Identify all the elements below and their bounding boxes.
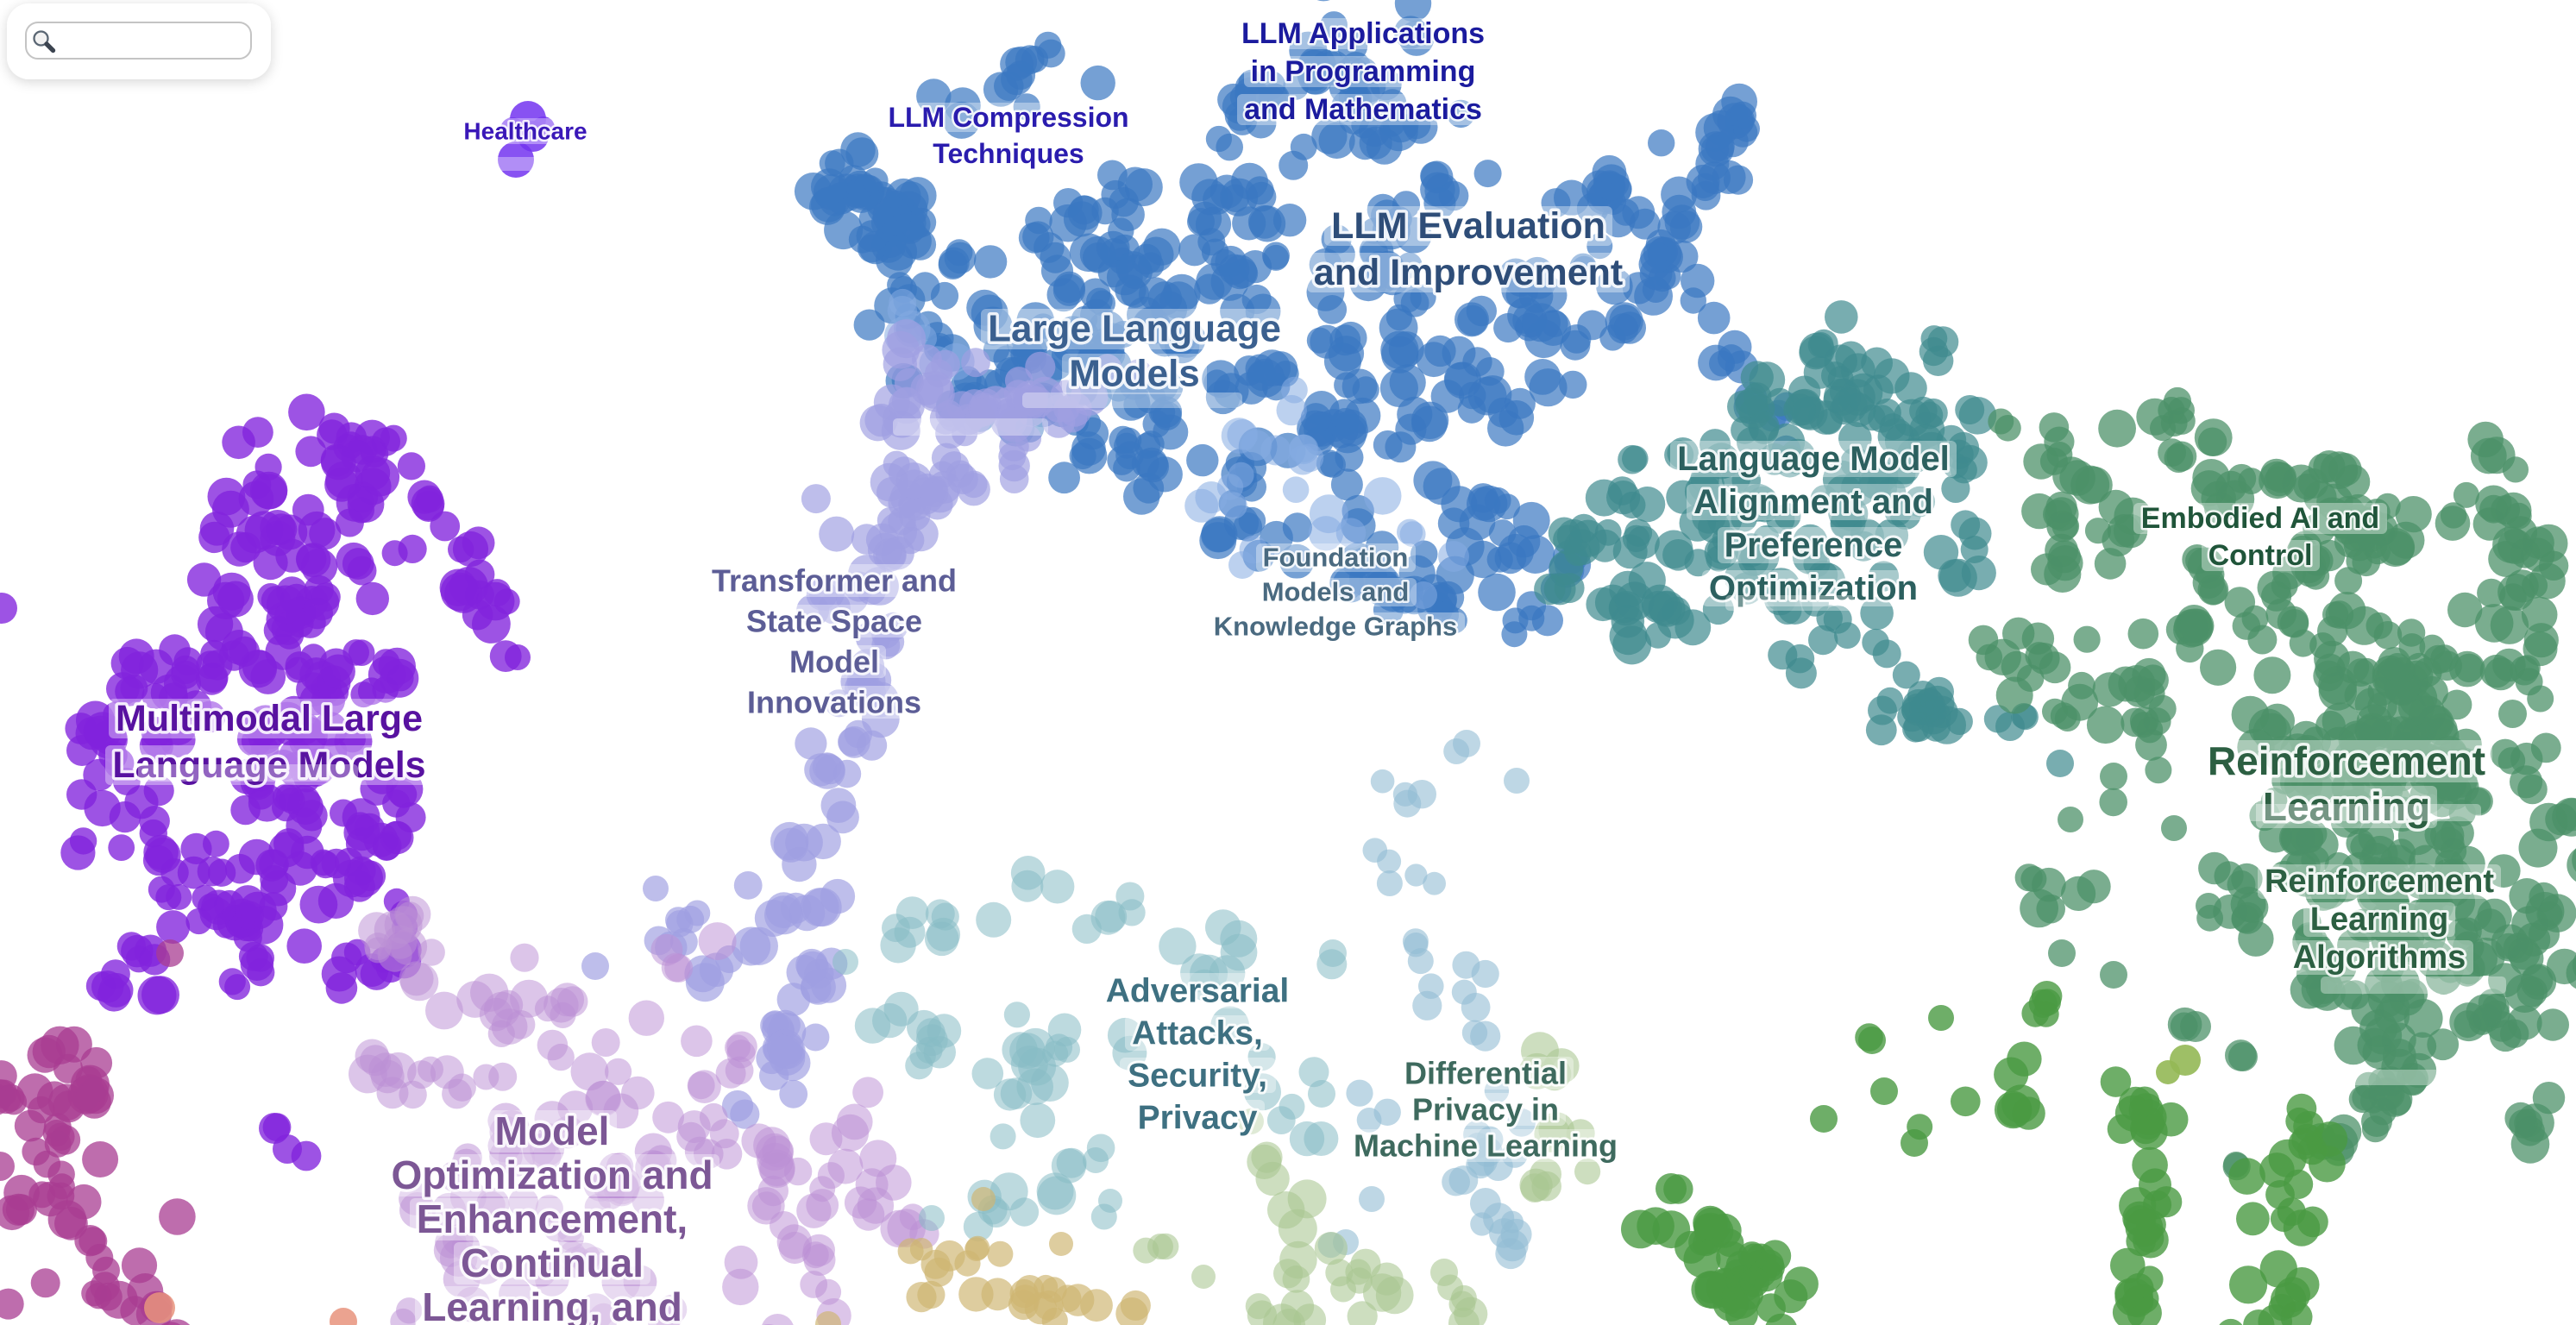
svg-text:Models and: Models and — [1262, 577, 1410, 607]
svg-text:Differential: Differential — [1404, 1056, 1567, 1091]
svg-text:Multimodal Large: Multimodal Large — [116, 698, 423, 739]
svg-text:Enhancement,: Enhancement, — [417, 1196, 688, 1241]
svg-text:LLM Applications: LLM Applications — [1241, 17, 1485, 50]
svg-text:Transformer and: Transformer and — [712, 563, 957, 599]
svg-text:Language Models: Language Models — [112, 744, 425, 786]
svg-text:Language Model: Language Model — [1677, 440, 1950, 478]
svg-text:Privacy: Privacy — [1138, 1100, 1258, 1137]
svg-text:Machine Learning: Machine Learning — [1354, 1128, 1618, 1164]
svg-text:LLM Applications: LLM Applications — [1241, 17, 1485, 50]
svg-text:Differential: Differential — [1404, 1056, 1567, 1091]
svg-text:Large Language: Large Language — [988, 308, 1281, 350]
svg-text:Reinforcement: Reinforcement — [2208, 738, 2485, 783]
svg-text:Knowledge Graphs: Knowledge Graphs — [1214, 612, 1457, 642]
svg-text:Language Models: Language Models — [112, 744, 425, 786]
svg-text:Continual: Continual — [461, 1240, 644, 1285]
svg-text:Alignment and: Alignment and — [1693, 483, 1933, 521]
svg-text:and Improvement: and Improvement — [1314, 252, 1623, 293]
svg-text:Reinforcement: Reinforcement — [2208, 738, 2485, 783]
svg-text:Optimization: Optimization — [1709, 569, 1918, 607]
svg-text:State Space: State Space — [746, 604, 922, 639]
svg-text:Machine Learning: Machine Learning — [1354, 1128, 1618, 1164]
svg-text:Model: Model — [789, 644, 879, 680]
svg-text:and Improvement: and Improvement — [1314, 252, 1623, 293]
svg-text:Models: Models — [1069, 353, 1200, 395]
svg-text:Healthcare: Healthcare — [463, 118, 587, 145]
svg-text:Adversarial: Adversarial — [1106, 973, 1289, 1010]
svg-text:Language Model: Language Model — [1677, 440, 1950, 478]
svg-text:Foundation: Foundation — [1263, 543, 1409, 573]
svg-text:Enhancement,: Enhancement, — [417, 1196, 688, 1241]
svg-text:Privacy in: Privacy in — [1412, 1092, 1559, 1127]
svg-text:Learning: Learning — [2310, 901, 2448, 938]
svg-text:Adversarial: Adversarial — [1106, 973, 1289, 1010]
svg-text:Innovations: Innovations — [747, 685, 921, 720]
svg-text:Techniques: Techniques — [933, 138, 1084, 169]
svg-text:Alignment and: Alignment and — [1693, 483, 1933, 521]
svg-text:Transformer and: Transformer and — [712, 563, 957, 599]
svg-text:Optimization and: Optimization and — [391, 1152, 713, 1197]
svg-text:Knowledge Graphs: Knowledge Graphs — [1214, 612, 1457, 642]
svg-text:in Programming: in Programming — [1251, 55, 1476, 88]
svg-text:Foundation: Foundation — [1263, 543, 1409, 573]
svg-text:Learning: Learning — [2263, 784, 2430, 829]
svg-text:Learning: Learning — [2310, 901, 2448, 938]
svg-text:Control: Control — [2208, 539, 2313, 572]
svg-text:Attacks,: Attacks, — [1132, 1015, 1263, 1052]
svg-text:Innovations: Innovations — [747, 685, 921, 720]
svg-text:in Programming: in Programming — [1251, 55, 1476, 88]
svg-text:and Mathematics: and Mathematics — [1244, 93, 1482, 126]
svg-text:Security,: Security, — [1128, 1058, 1267, 1095]
svg-text:Learning, and: Learning, and — [422, 1284, 682, 1325]
svg-text:Embodied AI and: Embodied AI and — [2141, 502, 2379, 535]
svg-text:Preference: Preference — [1725, 526, 1903, 564]
svg-text:Reinforcement: Reinforcement — [2265, 863, 2494, 900]
svg-text:Preference: Preference — [1725, 526, 1903, 564]
svg-text:Model: Model — [495, 1108, 610, 1153]
svg-text:Models and: Models and — [1262, 577, 1410, 607]
svg-text:LLM Compression: LLM Compression — [888, 102, 1128, 133]
svg-text:Reinforcement: Reinforcement — [2265, 863, 2494, 900]
svg-text:Privacy in: Privacy in — [1412, 1092, 1559, 1127]
svg-text:Continual: Continual — [461, 1240, 644, 1285]
svg-text:Large Language: Large Language — [988, 308, 1281, 350]
svg-text:LLM Evaluation: LLM Evaluation — [1331, 205, 1605, 247]
svg-text:Privacy: Privacy — [1138, 1100, 1258, 1137]
svg-text:Optimization and: Optimization and — [391, 1152, 713, 1197]
svg-text:Optimization: Optimization — [1709, 569, 1918, 607]
svg-text:Embodied AI and: Embodied AI and — [2141, 502, 2379, 535]
svg-text:Security,: Security, — [1128, 1058, 1267, 1095]
svg-text:Learning: Learning — [2263, 784, 2430, 829]
svg-text:Model: Model — [789, 644, 879, 680]
svg-text:Models: Models — [1069, 353, 1200, 395]
svg-text:LLM Compression: LLM Compression — [888, 102, 1128, 133]
svg-text:LLM Evaluation: LLM Evaluation — [1331, 205, 1605, 247]
svg-text:Learning, and: Learning, and — [422, 1284, 682, 1325]
svg-text:and Mathematics: and Mathematics — [1244, 93, 1482, 126]
svg-text:State Space: State Space — [746, 604, 922, 639]
svg-text:Algorithms: Algorithms — [2293, 939, 2466, 976]
svg-text:Control: Control — [2208, 539, 2313, 572]
svg-text:Algorithms: Algorithms — [2293, 939, 2466, 976]
svg-text:Attacks,: Attacks, — [1132, 1015, 1263, 1052]
svg-text:Techniques: Techniques — [933, 138, 1084, 169]
svg-text:Healthcare: Healthcare — [463, 118, 587, 145]
svg-text:Multimodal Large: Multimodal Large — [116, 698, 423, 739]
svg-text:Model: Model — [495, 1108, 610, 1153]
